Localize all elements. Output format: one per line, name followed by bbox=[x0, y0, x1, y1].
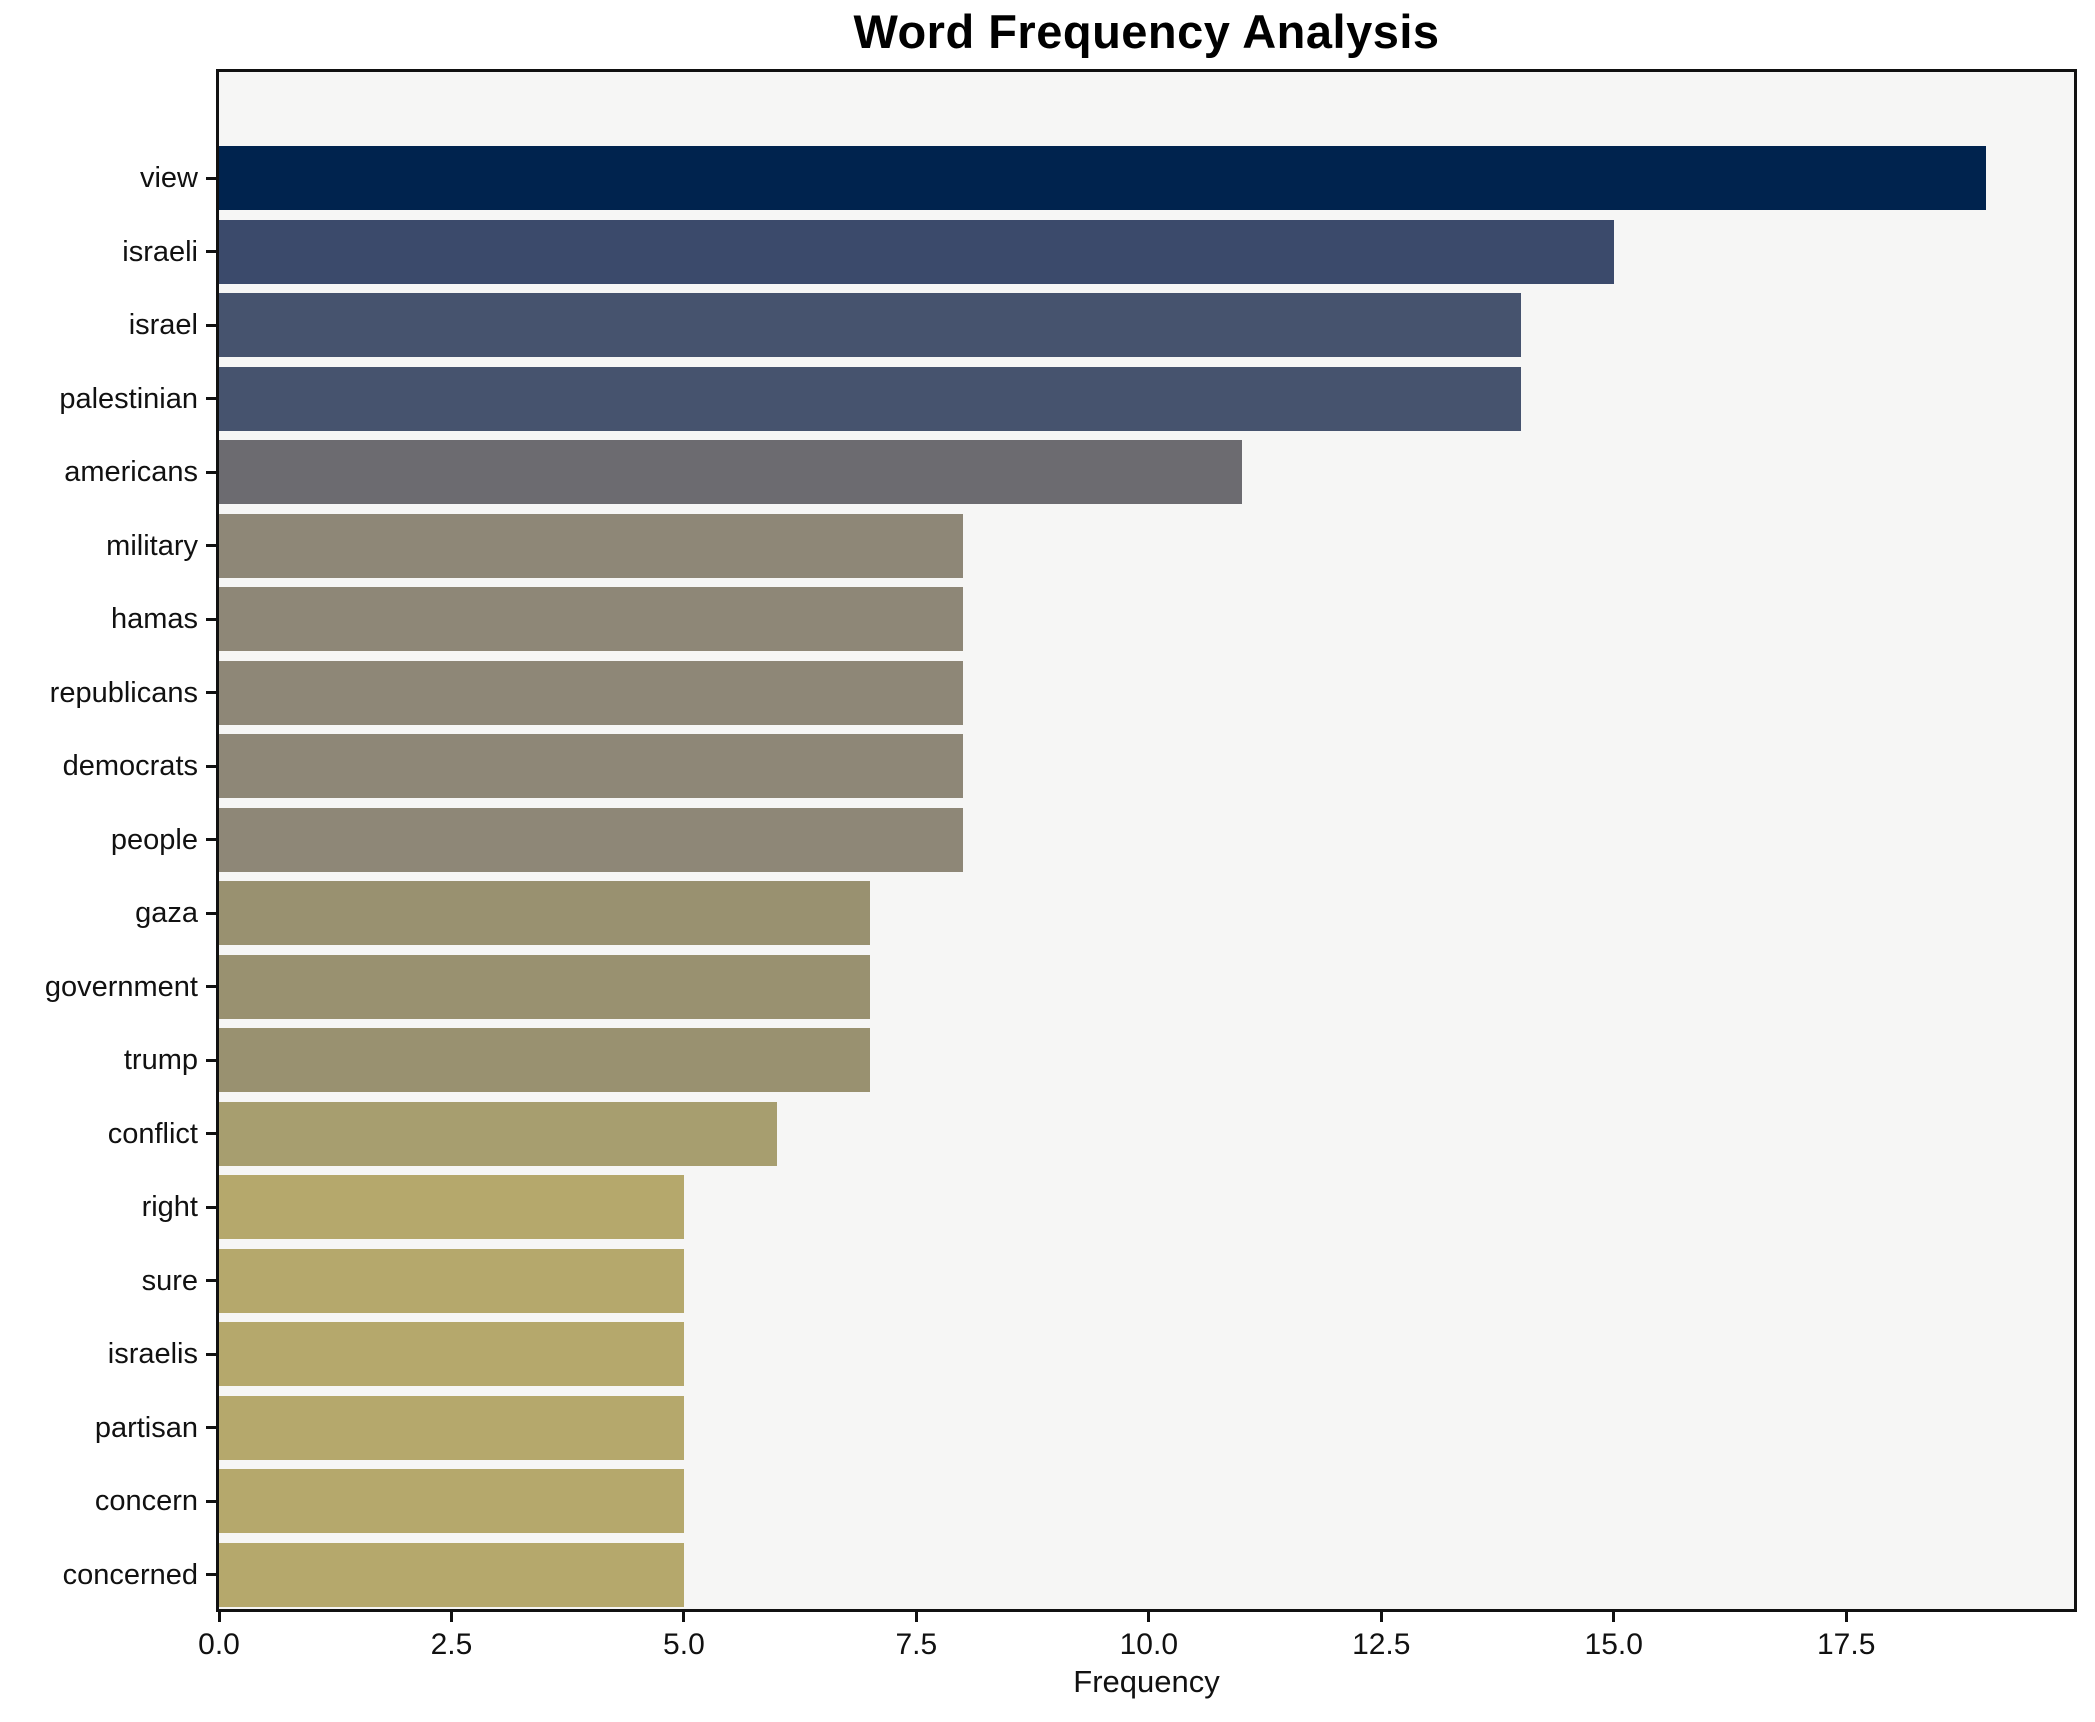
x-tick-17.5 bbox=[1844, 1612, 1848, 1622]
bar-republicans bbox=[219, 660, 963, 725]
y-tick-right bbox=[206, 1205, 216, 1209]
y-tick-label-republicans: republicans bbox=[49, 676, 198, 709]
y-tick-label-israeli: israeli bbox=[122, 235, 198, 268]
y-tick-label-israelis: israelis bbox=[107, 1338, 198, 1370]
x-tick-label-2.5: 2.5 bbox=[430, 1628, 473, 1661]
x-tick-0.0 bbox=[217, 1612, 221, 1622]
x-tick-label-5.0: 5.0 bbox=[663, 1628, 705, 1661]
y-tick-label-conflict: conflict bbox=[107, 1117, 198, 1150]
bar-military bbox=[219, 513, 963, 578]
bar-hamas bbox=[219, 587, 963, 651]
y-tick-label-sure: sure bbox=[141, 1264, 198, 1297]
y-tick-israelis bbox=[206, 1352, 216, 1356]
plot-area bbox=[216, 69, 2077, 1612]
x-tick-label-17.5: 17.5 bbox=[1816, 1628, 1876, 1661]
x-tick-10.0 bbox=[1147, 1612, 1151, 1622]
y-tick-military bbox=[206, 544, 216, 547]
y-tick-people bbox=[206, 838, 216, 841]
bar-right bbox=[219, 1175, 684, 1239]
y-tick-hamas bbox=[206, 617, 216, 621]
bar-conflict bbox=[219, 1101, 777, 1166]
bar-people bbox=[219, 807, 963, 872]
y-tick-republicans bbox=[206, 691, 216, 694]
y-tick-label-concerned: concerned bbox=[62, 1558, 198, 1591]
x-tick-7.5 bbox=[914, 1612, 918, 1622]
bar-view bbox=[219, 146, 1986, 210]
bar-concerned bbox=[219, 1542, 684, 1607]
y-tick-gaza bbox=[206, 911, 216, 915]
bar-sure bbox=[219, 1248, 684, 1313]
y-tick-label-people: people bbox=[110, 823, 198, 856]
x-tick-15.0 bbox=[1612, 1612, 1616, 1622]
y-tick-label-military: military bbox=[106, 529, 198, 562]
y-tick-label-trump: trump bbox=[123, 1044, 198, 1076]
bar-concern bbox=[219, 1469, 684, 1533]
y-tick-label-hamas: hamas bbox=[110, 603, 198, 635]
bar-israel bbox=[219, 293, 1521, 357]
y-tick-label-democrats: democrats bbox=[62, 750, 198, 782]
x-tick-label-15.0: 15.0 bbox=[1584, 1628, 1643, 1661]
bar-trump bbox=[219, 1028, 870, 1092]
bar-gaza bbox=[219, 881, 870, 945]
y-tick-label-israel: israel bbox=[128, 309, 198, 341]
bar-israelis bbox=[219, 1322, 684, 1386]
y-tick-concern bbox=[206, 1499, 216, 1503]
y-tick-israeli bbox=[206, 250, 216, 253]
y-tick-label-view: view bbox=[139, 162, 198, 194]
x-tick-2.5 bbox=[449, 1612, 453, 1622]
x-tick-label-10.0: 10.0 bbox=[1119, 1628, 1178, 1661]
y-tick-concerned bbox=[206, 1573, 216, 1576]
chart-title: Word Frequency Analysis bbox=[853, 5, 1440, 58]
y-tick-sure bbox=[206, 1279, 216, 1282]
bar-palestinian bbox=[219, 366, 1521, 431]
x-tick-label-0.0: 0.0 bbox=[198, 1628, 240, 1661]
bar-democrats bbox=[219, 734, 963, 798]
y-tick-label-government: government bbox=[44, 970, 198, 1003]
y-tick-trump bbox=[206, 1058, 216, 1062]
y-tick-israel bbox=[206, 323, 216, 327]
y-tick-label-partisan: partisan bbox=[94, 1411, 198, 1444]
bar-americans bbox=[219, 440, 1242, 504]
y-tick-government bbox=[206, 985, 216, 988]
x-tick-5.0 bbox=[682, 1612, 686, 1622]
y-tick-palestinian bbox=[206, 397, 216, 400]
y-tick-label-concern: concern bbox=[94, 1485, 198, 1517]
y-tick-label-americans: americans bbox=[64, 456, 198, 488]
y-tick-conflict bbox=[206, 1132, 216, 1135]
x-tick-label-12.5: 12.5 bbox=[1352, 1628, 1411, 1661]
y-tick-label-gaza: gaza bbox=[135, 897, 198, 929]
x-axis-label: Frequency bbox=[1073, 1664, 1220, 1699]
y-tick-label-palestinian: palestinian bbox=[59, 382, 198, 415]
y-tick-americans bbox=[206, 470, 216, 474]
y-tick-view bbox=[206, 176, 216, 180]
x-tick-12.5 bbox=[1379, 1612, 1383, 1622]
bar-government bbox=[219, 954, 870, 1019]
x-tick-label-7.5: 7.5 bbox=[895, 1628, 938, 1661]
bar-israeli bbox=[219, 219, 1614, 284]
y-tick-partisan bbox=[206, 1426, 216, 1429]
y-tick-democrats bbox=[206, 764, 216, 768]
y-tick-label-right: right bbox=[141, 1191, 198, 1223]
bar-partisan bbox=[219, 1395, 684, 1460]
